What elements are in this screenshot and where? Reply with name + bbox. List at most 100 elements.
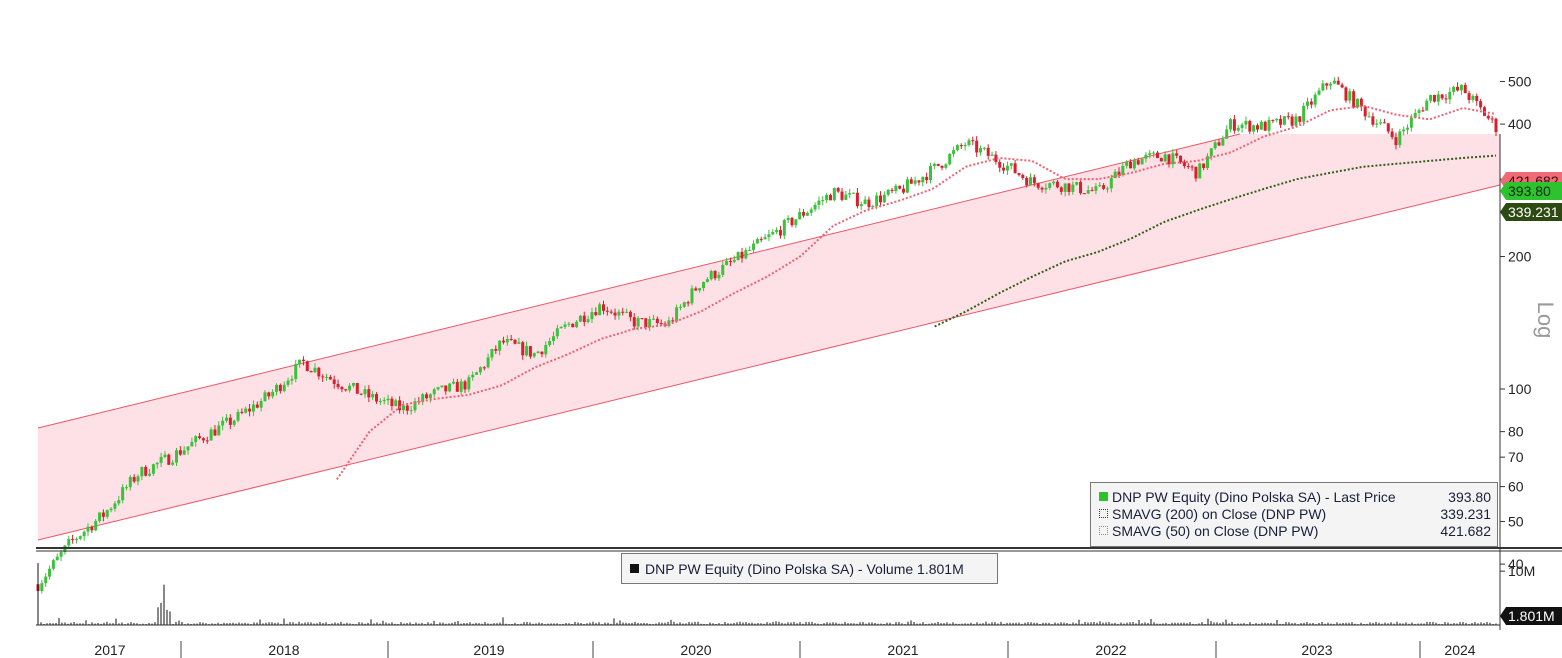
candle [882,191,886,204]
candle [771,229,775,236]
candle [336,379,340,390]
candle [1205,153,1209,171]
candle [59,549,63,562]
candle [551,331,555,345]
candle-body [190,442,194,447]
price-candles [36,76,1498,594]
candle-body [782,220,786,236]
candle [544,341,548,358]
legend-label-sma200: SMAVG (200) on Close (DNP PW) [1112,505,1327,522]
candle-body [232,420,236,425]
candle [44,573,48,587]
candle-body [51,560,55,569]
candle-body [1032,177,1036,184]
candle [236,409,240,423]
candle [1113,169,1117,179]
candle-body [1059,187,1063,192]
candle [467,374,471,393]
candle-body [267,392,271,397]
candle-body [94,520,98,531]
candle-body [852,192,856,194]
candle [548,337,552,347]
candle-body [505,339,509,343]
candle [979,145,983,156]
candle-body [1209,148,1213,157]
candle-body [109,508,113,511]
volume-legend[interactable]: DNP PW Equity (Dino Polska SA) - Volume … [621,553,998,584]
candle-body [1406,127,1410,130]
candle [959,143,963,150]
candle-body [613,312,617,316]
candle [78,535,82,541]
candle-body [1417,110,1421,113]
candle-body [1159,158,1163,162]
candle-body [455,381,459,392]
candle [390,396,394,411]
candle-body [932,163,936,166]
candle-body [271,391,275,397]
candle [967,138,971,147]
channel-upper-line [37,133,1241,429]
candle-body [98,512,102,521]
candle [694,286,698,292]
x-tick-label: 2019 [473,642,504,658]
x-tick-label: 2021 [887,642,918,658]
candle-body [421,394,425,402]
candle-body [1140,158,1144,165]
candle-body [444,385,448,392]
candle-body [825,194,829,201]
candle-body [767,234,771,238]
candle [325,373,329,381]
sma200-tag: 339.231 [1500,203,1562,221]
candle-body [1086,190,1090,194]
candle [124,484,128,491]
legend-value-sma200: 339.231 [1440,505,1491,522]
candle [767,229,771,242]
candle [640,317,644,320]
candle [1159,157,1163,162]
candle [498,340,502,356]
candle [1386,123,1390,134]
candle-body [171,462,175,465]
candle [1313,92,1317,108]
candle-body [1044,187,1048,190]
candle [198,432,202,440]
candle [948,152,952,166]
candle [248,403,252,417]
candle [1255,123,1259,133]
candle-body [1025,178,1029,186]
price-legend[interactable]: DNP PW Equity (Dino Polska SA) - Last Pr… [1090,482,1498,547]
candle [290,375,294,385]
candle [63,544,67,555]
candle-body [936,163,940,166]
candle-body [871,206,875,208]
candle-body [1063,183,1067,192]
candle-body [894,185,898,191]
candle-body [309,371,313,373]
candle-body [394,400,398,407]
candle [736,251,740,261]
candle [582,311,586,327]
candle-body [1356,98,1360,108]
candle-body [44,576,48,584]
candle [117,495,121,506]
candle [259,398,263,412]
candle-body [1452,86,1456,92]
candle-body [428,394,432,399]
candle-body [344,389,348,391]
candle-body [1009,163,1013,166]
candle [101,509,105,522]
candle [1371,112,1375,127]
candle-body [1475,95,1479,102]
candle [305,360,309,372]
candle [105,509,109,519]
candle [678,304,682,311]
candle [448,382,452,393]
log-scale-label: Log [1533,302,1558,339]
candle-body [1171,153,1175,165]
candle-body [1148,152,1152,155]
candle [590,307,594,324]
candle-body [528,346,532,357]
candle-body [1394,137,1398,146]
